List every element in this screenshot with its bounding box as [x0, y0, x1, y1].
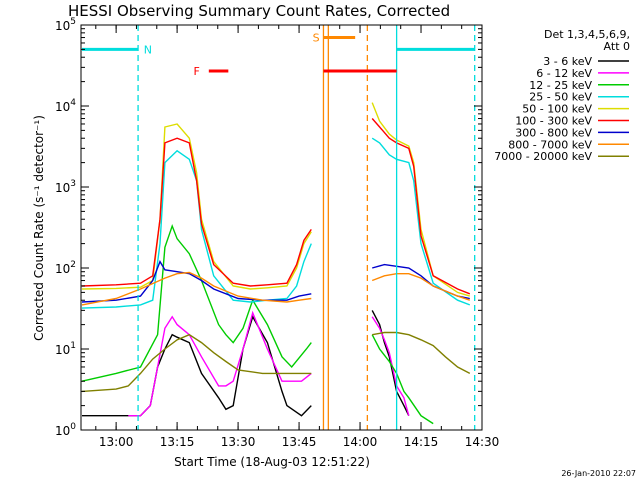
legend-header-line1: Det 1,3,4,5,6,9, [544, 28, 630, 41]
legend-label-7: 800 - 7000 keV [508, 138, 592, 151]
footer-timestamp: 26-Jan-2010 22:07 [561, 469, 636, 478]
legend-label-2: 12 - 25 keV [529, 79, 592, 92]
x-tick-label-2: 13:30 [221, 435, 256, 449]
series-line-8-0 [81, 333, 312, 393]
series-line-4-1 [371, 102, 471, 297]
series-line-2-0 [81, 223, 312, 382]
series-line-7-0 [81, 271, 312, 306]
x-tick-label-0: 13:00 [99, 435, 134, 449]
legend-label-8: 7000 - 20000 keV [494, 150, 592, 163]
series-line-2-1 [371, 334, 434, 425]
plot-area: N F S [80, 24, 483, 431]
series-line-0-0 [82, 315, 312, 417]
series-line-6-1 [372, 263, 470, 300]
series-line-5-1 [371, 118, 471, 295]
x-tick-label-3: 13:45 [282, 435, 317, 449]
series-line-3-1 [371, 137, 471, 306]
series-line-8-1 [372, 331, 471, 375]
series-line-5-0 [81, 137, 312, 287]
y-tick-label-3: 103 [55, 179, 76, 195]
y-axis-label: Corrected Count Rate (s⁻¹ detector⁻¹) [32, 115, 46, 341]
legend-label-1: 6 - 12 keV [536, 67, 592, 80]
x-tick-label-4: 14:00 [343, 435, 378, 449]
series-line-7-1 [371, 273, 471, 301]
legend-label-6: 300 - 800 keV [515, 126, 592, 139]
series-line-4-0 [81, 123, 312, 290]
y-tick-label-2: 102 [55, 260, 76, 276]
y-tick-label-0: 100 [55, 422, 76, 438]
y-tick-label-5: 105 [55, 17, 76, 33]
chart-title: HESSI Observing Summary Count Rates, Cor… [68, 2, 450, 20]
legend-header-line2: Att 0 [604, 40, 630, 53]
y-tick-label-4: 104 [55, 98, 76, 114]
flag-label-F: F [193, 65, 199, 78]
flag-label-N: N [144, 43, 152, 56]
x-tick-label-5: 14:15 [404, 435, 439, 449]
series-line-6-0 [81, 260, 312, 303]
plot-frame [80, 24, 483, 431]
legend-label-3: 25 - 50 keV [529, 91, 592, 104]
flag-label-S: S [313, 32, 320, 45]
legend-label-5: 100 - 300 keV [515, 115, 592, 128]
x-axis-label: Start Time (18-Aug-03 12:51:22) [174, 455, 370, 469]
series-line-1-1 [371, 316, 410, 416]
x-tick-label-1: 13:15 [160, 435, 195, 449]
series-line-1-0 [128, 310, 312, 417]
x-tick-label-6: 14:30 [465, 435, 500, 449]
y-axis: 100 101 102 103 104 105 [55, 17, 482, 438]
series-line-0-1 [371, 310, 410, 417]
legend-label-4: 50 - 100 keV [522, 103, 592, 116]
legend-label-0: 3 - 6 keV [543, 55, 592, 68]
y-tick-label-1: 101 [55, 341, 76, 357]
x-axis: 13:00 13:15 13:30 13:45 14:00 14:15 14:30 [95, 25, 500, 449]
